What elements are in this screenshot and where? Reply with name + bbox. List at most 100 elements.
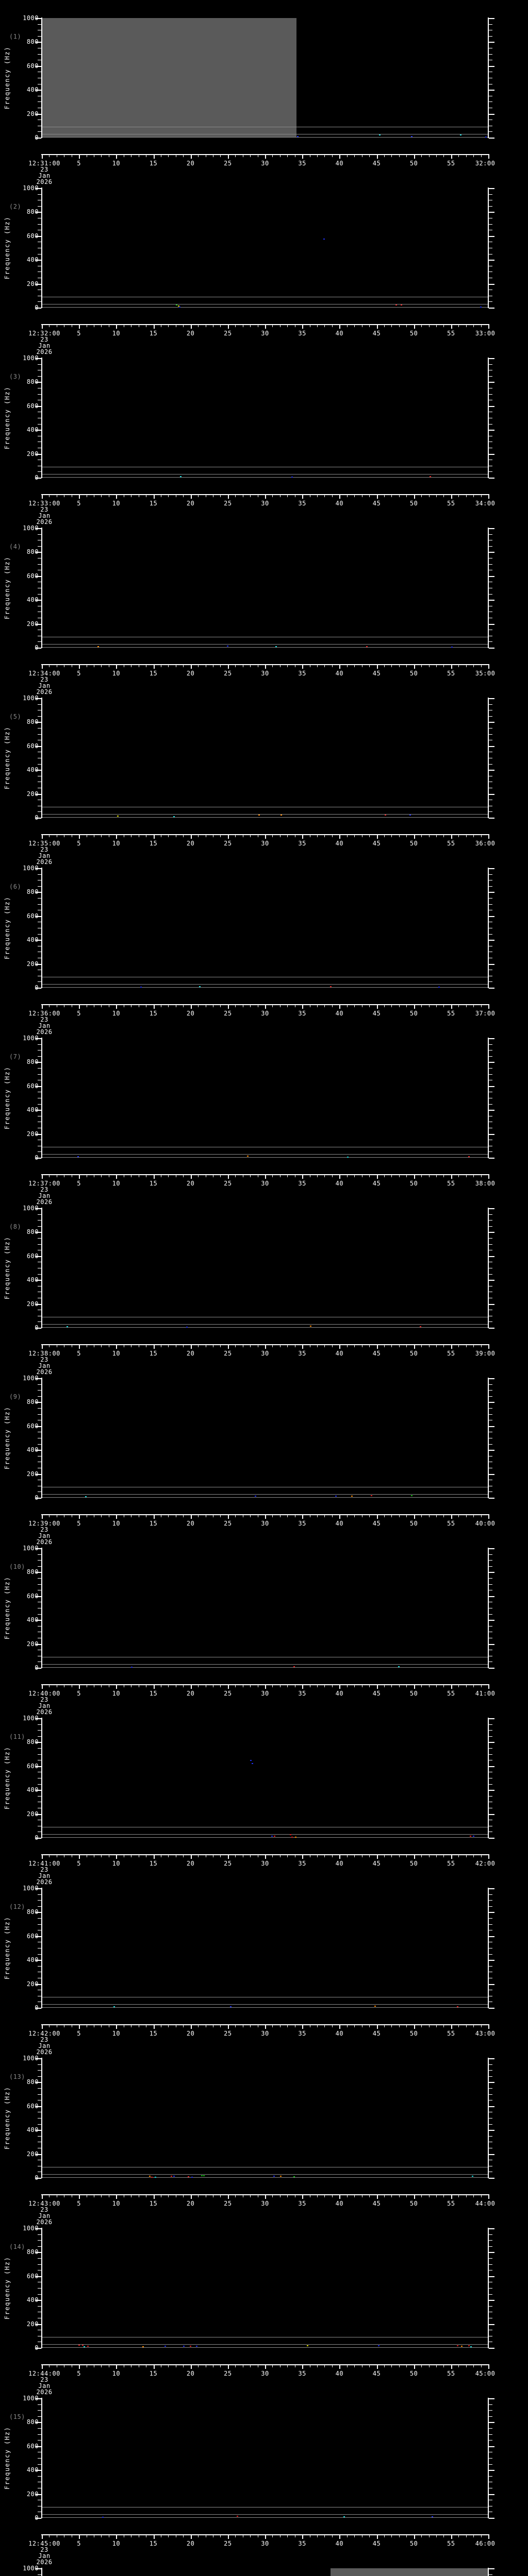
detection-marker (410, 135, 412, 137)
time-tick (49, 154, 50, 157)
time-tick-label: 10 (112, 2200, 121, 2207)
time-axis-end-label: 37:00 (475, 1010, 496, 1017)
detection-marker (485, 136, 487, 138)
plot-area (42, 1208, 488, 1328)
frequency-band-line (42, 1834, 488, 1835)
time-tick-label: 15 (149, 1690, 158, 1697)
time-tick (190, 2364, 192, 2369)
time-tick-label: 45 (372, 2200, 381, 2207)
time-tick (101, 2194, 102, 2197)
time-tick (317, 1854, 318, 1857)
y-tick-label: 200 (26, 450, 39, 457)
time-tick-label: 35 (298, 160, 306, 167)
y-tick (36, 1742, 41, 1743)
time-tick (42, 664, 43, 669)
time-start-value: 12:44:00 (28, 2370, 60, 2377)
plot-background (42, 1888, 488, 2008)
y-tick (36, 2494, 41, 2495)
y-tick (36, 2228, 41, 2229)
y-tick (38, 2464, 41, 2465)
time-tick (317, 1344, 318, 1347)
time-tick (354, 2534, 355, 2537)
plot-area (42, 2398, 488, 2518)
y-tick (489, 1068, 492, 1069)
y-tick (489, 1402, 494, 1403)
y-tick-label: 800 (26, 2248, 39, 2256)
y-tick (489, 394, 492, 395)
time-axis-end-label: 33:00 (475, 330, 496, 337)
time-tick-label: 20 (186, 160, 195, 167)
time-tick (198, 494, 199, 497)
y-tick (36, 988, 41, 989)
y-axis-title: Frequency (Hz) (4, 216, 11, 280)
y-tick-label: 1000 (23, 1375, 39, 1382)
y-tick (489, 2064, 492, 2065)
time-tick-label: 10 (112, 840, 121, 847)
time-tick (339, 2534, 341, 2539)
y-tick (489, 1620, 494, 1621)
time-tick (42, 1004, 43, 1009)
time-tick (42, 2194, 43, 2199)
y-tick (489, 698, 494, 699)
time-tick (443, 154, 444, 157)
time-tick (421, 834, 422, 837)
y-tick (38, 874, 41, 875)
y-tick (489, 2082, 494, 2083)
date-day: 23 (40, 1526, 48, 1533)
time-tick (391, 154, 392, 157)
y-axis-right (488, 358, 494, 479)
y-tick (489, 2124, 492, 2125)
time-tick (428, 664, 430, 667)
time-tick (235, 664, 236, 667)
time-tick-label: 40 (335, 840, 344, 847)
y-tick-label: 400 (26, 1956, 39, 1964)
time-tick (473, 1854, 474, 1857)
time-tick (458, 154, 459, 157)
y-tick (489, 113, 494, 115)
y-tick-label: 400 (26, 1616, 39, 1624)
date-month: Jan (38, 1872, 51, 1879)
y-tick (489, 2076, 492, 2077)
time-tick (369, 1514, 370, 1517)
time-tick-label: 35 (298, 840, 306, 847)
y-tick (38, 364, 41, 365)
time-tick (481, 494, 482, 497)
y-tick-label: 600 (26, 2102, 39, 2110)
y-tick-label: 1000 (23, 524, 39, 532)
time-tick (384, 324, 385, 327)
y-tick (36, 818, 41, 819)
time-tick (42, 1684, 43, 1689)
time-tick (466, 2024, 467, 2027)
time-tick (332, 1004, 333, 1007)
time-tick (168, 1854, 169, 1857)
y-tick (36, 963, 41, 965)
date-year: 2026 (36, 1028, 53, 1036)
y-tick (38, 704, 41, 705)
time-tick-label: 55 (447, 330, 455, 337)
frequency-band-line (42, 1324, 488, 1325)
y-tick (489, 704, 492, 705)
y-tick (36, 1133, 41, 1135)
y-tick (489, 24, 492, 25)
time-tick (101, 1854, 102, 1857)
y-tick (38, 2410, 41, 2411)
y-axis-title: Frequency (Hz) (4, 46, 11, 110)
y-tick (489, 2518, 494, 2519)
plot-area (42, 528, 488, 648)
y-tick (489, 940, 494, 941)
y-tick (489, 2568, 494, 2569)
time-tick (49, 664, 50, 667)
time-tick-label: 45 (372, 670, 381, 677)
detection-marker (252, 1763, 254, 1765)
time-tick (183, 494, 184, 497)
detection-marker (351, 1495, 353, 1497)
time-tick-label: 35 (298, 2200, 306, 2207)
y-tick (38, 2434, 41, 2435)
detection-marker (97, 646, 100, 647)
y-tick (36, 1596, 41, 1597)
time-tick (272, 2364, 273, 2367)
detection-marker (472, 2176, 474, 2177)
time-start-value: 12:37:00 (28, 1180, 60, 1187)
